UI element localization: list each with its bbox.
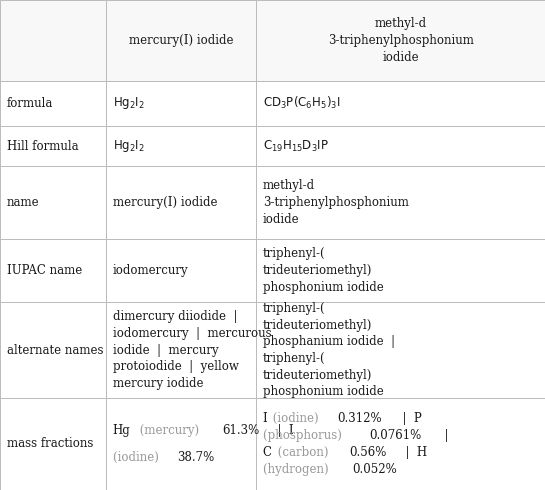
Bar [0,239,106,302]
Text: iodomercury: iodomercury [113,264,189,277]
Text: dimercury diiodide  |
iodomercury  |  mercurous
iodide  |  mercury
protoiodide  : dimercury diiodide | iodomercury | mercu… [113,310,271,390]
Bar [106,126,256,166]
Bar [106,0,256,81]
Text: 0.0761%: 0.0761% [370,429,421,442]
Text: $\mathregular{CD_3P(C_6H_5)_3I}$: $\mathregular{CD_3P(C_6H_5)_3I}$ [263,96,340,111]
Bar [106,81,256,126]
Bar [256,239,545,302]
Text: triphenyl-(
trideuteriomethyl)
phosphonium iodide: triphenyl-( trideuteriomethyl) phosphoni… [263,247,384,294]
Text: 0.052%: 0.052% [352,463,397,476]
Text: triphenyl-(
trideuteriomethyl)
phosphanium iodide  |
triphenyl-(
trideuteriometh: triphenyl-( trideuteriomethyl) phosphani… [263,302,395,398]
Bar [106,239,256,302]
Text: 38.7%: 38.7% [177,451,214,464]
Bar [256,398,545,490]
Text: Hill formula: Hill formula [7,140,78,152]
Bar [0,302,106,398]
Bar [0,0,106,81]
Text: mercury(I) iodide: mercury(I) iodide [129,34,233,47]
Text: $\mathregular{Hg_2I_2}$: $\mathregular{Hg_2I_2}$ [113,138,145,154]
Text: |  I: | I [270,424,294,437]
Text: |  P: | P [395,412,422,425]
Text: methyl-d
3-triphenylphosphonium
iodide: methyl-d 3-triphenylphosphonium iodide [263,179,409,226]
Text: methyl-d
3-triphenylphosphonium
iodide: methyl-d 3-triphenylphosphonium iodide [328,17,474,64]
Text: (carbon): (carbon) [274,446,332,459]
Text: 0.312%: 0.312% [338,412,382,425]
Bar [256,302,545,398]
Text: alternate names: alternate names [7,343,103,357]
Text: mass fractions: mass fractions [7,438,93,450]
Text: Hg: Hg [113,424,131,437]
Text: (iodine): (iodine) [269,412,322,425]
Bar [256,0,545,81]
Bar [256,81,545,126]
Bar [106,302,256,398]
Bar [0,81,106,126]
Bar [256,166,545,239]
Text: IUPAC name: IUPAC name [7,264,82,277]
Bar [0,166,106,239]
Bar [0,398,106,490]
Text: $\mathregular{C_{19}H_{15}D_3IP}$: $\mathregular{C_{19}H_{15}D_3IP}$ [263,139,329,153]
Text: 61.3%: 61.3% [222,424,259,437]
Bar [106,398,256,490]
Text: (iodine): (iodine) [113,451,162,464]
Text: I: I [263,412,268,425]
Text: $\mathregular{Hg_2I_2}$: $\mathregular{Hg_2I_2}$ [113,96,145,111]
Text: name: name [7,196,39,209]
Text: formula: formula [7,97,53,110]
Bar [256,126,545,166]
Text: mercury(I) iodide: mercury(I) iodide [113,196,217,209]
Text: (hydrogen): (hydrogen) [263,463,332,476]
Text: (phosphorus): (phosphorus) [263,429,346,442]
Text: 0.56%: 0.56% [349,446,387,459]
Bar [106,166,256,239]
Text: |: | [437,429,448,442]
Text: (mercury): (mercury) [136,424,203,437]
Text: |  H: | H [398,446,427,459]
Text: C: C [263,446,272,459]
Bar [0,126,106,166]
